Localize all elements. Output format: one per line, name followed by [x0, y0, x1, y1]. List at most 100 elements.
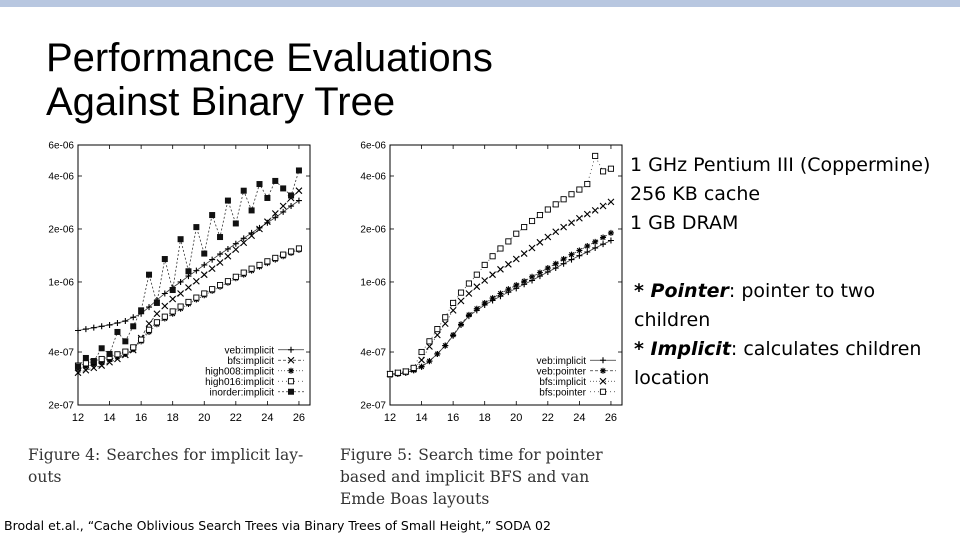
data-point: [513, 282, 520, 289]
data-point: [161, 256, 168, 263]
data-point: [441, 320, 449, 327]
legend-label: bfs:implicit: [539, 377, 586, 388]
data-point: [473, 283, 481, 291]
legend-marker: [287, 378, 295, 385]
data-point: [201, 290, 208, 297]
data-point: [90, 358, 97, 365]
x-tick-label: 16: [447, 412, 459, 424]
data-point: [122, 318, 129, 325]
data-point: [224, 197, 231, 204]
legend-label: high016:implicit: [205, 377, 274, 388]
x-tick-label: 20: [510, 412, 522, 424]
x-tick-label: 22: [230, 412, 242, 424]
data-point: [600, 168, 607, 175]
data-point: [450, 331, 457, 338]
data-point: [217, 234, 224, 241]
data-point: [552, 201, 559, 208]
data-point: [442, 314, 449, 321]
data-point: [248, 229, 255, 236]
data-point: [505, 286, 512, 293]
data-point: [272, 177, 279, 184]
figure-4-label: Figure 4:: [28, 446, 101, 464]
data-point: [295, 187, 303, 195]
data-point: [465, 280, 472, 287]
data-point: [240, 187, 247, 194]
hardware-specs: 1 GHz Pentium III (Coppermine) 256 KB ca…: [630, 151, 930, 238]
legend-marker: [599, 388, 607, 395]
data-point: [90, 361, 97, 368]
data-point: [177, 278, 184, 285]
note-implicit-term: * Implicit: [634, 338, 731, 360]
data-point: [256, 224, 263, 231]
data-point: [426, 358, 433, 365]
x-tick-label: 24: [261, 412, 273, 424]
data-point: [433, 331, 441, 339]
data-point: [473, 305, 480, 312]
data-point: [295, 197, 302, 204]
data-point: [465, 290, 473, 297]
x-tick-label: 22: [542, 412, 554, 424]
data-point: [568, 219, 575, 227]
data-point: [591, 207, 599, 214]
data-point: [279, 202, 287, 210]
data-point: [489, 295, 496, 302]
data-point: [192, 277, 200, 285]
data-point: [185, 284, 192, 291]
legend-marker: [288, 346, 294, 353]
legend-label: high008:implicit: [205, 366, 274, 377]
data-point: [568, 251, 575, 258]
slide-title-line-2: Against Binary Tree: [46, 80, 396, 124]
x-tick-label: 18: [479, 412, 491, 424]
data-point: [193, 267, 200, 274]
data-point: [272, 254, 279, 261]
series-high016-implicit: [74, 245, 303, 369]
data-point: [161, 313, 168, 320]
data-point: [232, 220, 239, 227]
data-point: [153, 299, 160, 306]
data-point: [177, 236, 184, 243]
y-tick-label: 4e-07: [48, 348, 74, 359]
data-point: [410, 364, 417, 371]
data-point: [98, 323, 105, 330]
data-point: [130, 314, 137, 321]
data-point: [224, 252, 232, 260]
data-point: [434, 350, 441, 357]
data-point: [263, 218, 271, 226]
data-point: [200, 271, 208, 279]
data-point: [98, 355, 105, 363]
data-point: [544, 265, 551, 272]
data-point: [592, 238, 599, 245]
data-point: [193, 224, 200, 231]
data-point: [552, 228, 560, 236]
figure-5-text: Search time for pointer based and implic…: [340, 446, 603, 508]
data-point: [481, 261, 488, 268]
legend-marker: [599, 377, 607, 385]
data-point: [264, 219, 271, 226]
data-point: [240, 239, 248, 247]
data-point: [584, 249, 591, 255]
legend-marker: [600, 367, 606, 374]
data-point: [450, 299, 457, 306]
data-point: [272, 214, 279, 221]
data-point: [122, 348, 129, 355]
data-point: [607, 165, 615, 172]
data-point: [146, 304, 153, 311]
data-point: [536, 269, 543, 276]
data-point: [576, 186, 583, 193]
series-bfs-implicit: [74, 187, 303, 377]
data-point: [295, 245, 303, 252]
legend-label: veb:implicit: [537, 356, 587, 367]
data-point: [264, 194, 271, 201]
figure-4-caption: Figure 4: Searches for implicit lay- outs: [28, 444, 328, 488]
series-line: [389, 201, 612, 375]
data-point: [106, 350, 113, 357]
data-point: [544, 233, 552, 241]
legend-label: inorder:implicit: [210, 387, 275, 398]
data-point: [394, 369, 401, 376]
data-point: [512, 255, 520, 263]
data-point: [240, 269, 247, 276]
data-point: [599, 202, 607, 210]
y-tick-label: 2e-07: [48, 401, 74, 412]
legend-label: bfs:pointer: [539, 387, 586, 398]
